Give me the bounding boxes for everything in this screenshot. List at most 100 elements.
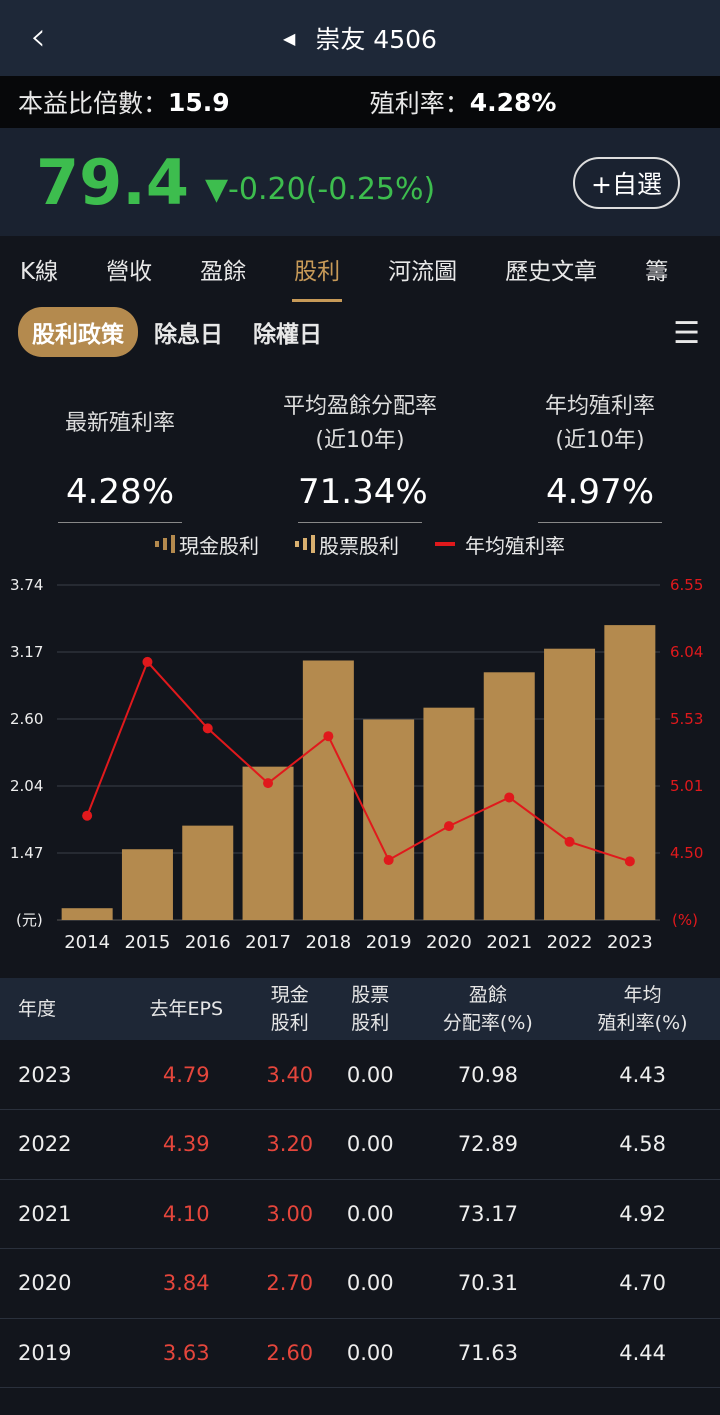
header-text: 股利 bbox=[270, 1012, 309, 1034]
bar-2023 bbox=[604, 625, 656, 920]
table-cell: 4.10 bbox=[122, 1179, 250, 1249]
chart-legend: 現金股利 股票股利 年均殖利率 bbox=[0, 524, 720, 564]
header-text: 股利 bbox=[351, 1012, 390, 1034]
table-cell: 4.70 bbox=[565, 1248, 720, 1319]
x-tick-label: 2016 bbox=[185, 932, 231, 953]
yield-point-2018 bbox=[323, 731, 334, 742]
table-row[interactable]: 2020 3.84 2.70 0.00 70.31 4.70 bbox=[0, 1248, 720, 1319]
stats-bar: 本益比倍數： 15.9 殖利率： 4.28% bbox=[0, 76, 720, 128]
legend-stock[interactable]: 股票股利 bbox=[295, 530, 399, 559]
yield-label: 殖利率： bbox=[369, 89, 470, 118]
table-cell: 71.63 bbox=[410, 1318, 566, 1388]
kpi-latest-yield: 最新殖利率 4.28% bbox=[0, 386, 240, 523]
x-tick-label: 2019 bbox=[366, 932, 412, 953]
pe-value: 15.9 bbox=[168, 87, 230, 117]
right-tick-label: 6.04 bbox=[670, 643, 703, 661]
tab-3[interactable]: 股利 bbox=[292, 252, 343, 302]
sub-tabs: 股利政策 除息日 除權日 ☰ bbox=[0, 302, 720, 362]
line-icon bbox=[435, 542, 455, 546]
table-cell: 72.89 bbox=[410, 1109, 566, 1180]
x-tick-label: 2023 bbox=[607, 932, 653, 953]
kpi-payout-ratio: 平均盈餘分配率 (近10年) 71.34% bbox=[240, 386, 480, 523]
table-cell: 3.00 bbox=[249, 1179, 331, 1249]
table-cell: 2021 bbox=[0, 1179, 123, 1249]
kpi-value: 4.28% bbox=[58, 472, 182, 523]
yield-point-2023 bbox=[624, 856, 635, 867]
kpi-label: 平均盈餘分配率 bbox=[282, 394, 437, 419]
legend-yield[interactable]: 年均殖利率 bbox=[435, 530, 565, 559]
tab-1[interactable]: 營收 bbox=[106, 259, 153, 285]
kpi-value: 71.34% bbox=[298, 472, 428, 523]
legend-label: 股票股利 bbox=[319, 533, 399, 558]
legend-label: 現金股利 bbox=[179, 533, 259, 558]
left-tick-label: 2.60 bbox=[10, 710, 43, 728]
table-cell: 0.00 bbox=[330, 1318, 411, 1388]
price-change: ▼-0.20(-0.25%) bbox=[204, 171, 436, 207]
header-text: 現金 bbox=[270, 984, 309, 1006]
tab-4[interactable]: 河流圖 bbox=[388, 259, 458, 285]
table-cell: 3.40 bbox=[249, 1040, 331, 1110]
column-header[interactable]: 現金 股利 bbox=[249, 978, 331, 1040]
stock-title: 崇友 4506 bbox=[315, 25, 437, 54]
kpi-sublabel: (近10年) bbox=[315, 428, 405, 453]
table-row[interactable]: 2019 3.63 2.60 0.00 71.63 4.44 bbox=[0, 1318, 720, 1388]
left-tick-label: 1.47 bbox=[10, 844, 43, 862]
subtab-ex-rights[interactable]: 除權日 bbox=[253, 322, 322, 348]
bar-2019 bbox=[363, 719, 415, 920]
x-tick-label: 2017 bbox=[245, 932, 291, 953]
kpi-row: 最新殖利率 4.28% 平均盈餘分配率 (近10年) 71.34% 年均殖利率 (近10… bbox=[0, 362, 720, 523]
right-unit-label: (%) bbox=[672, 911, 698, 929]
x-tick-label: 2022 bbox=[547, 932, 593, 953]
price: 79.4 bbox=[36, 145, 189, 219]
table-row[interactable]: 2023 4.79 3.40 0.00 70.98 4.43 bbox=[0, 1040, 720, 1110]
bar-2014 bbox=[61, 908, 113, 920]
yield-point-2020 bbox=[443, 821, 454, 832]
column-header[interactable]: 年度 bbox=[0, 978, 123, 1040]
table-cell: 0.00 bbox=[330, 1179, 411, 1249]
kpi-avg-yield: 年均殖利率 (近10年) 4.97% bbox=[480, 386, 720, 523]
column-header[interactable]: 盈餘 分配率(%) bbox=[410, 978, 566, 1040]
tab-2[interactable]: 盈餘 bbox=[200, 259, 247, 285]
column-header[interactable]: 股票 股利 bbox=[330, 978, 411, 1040]
header-text: 年均 bbox=[623, 984, 662, 1006]
bar-2015 bbox=[121, 849, 173, 920]
pe-label: 本益比倍數： bbox=[18, 89, 169, 118]
table-row[interactable]: 2021 4.10 3.00 0.00 73.17 4.92 bbox=[0, 1179, 720, 1249]
list-menu-icon[interactable]: ☰ bbox=[673, 316, 700, 351]
left-tick-label: 3.17 bbox=[10, 643, 43, 661]
table-cell: 2020 bbox=[0, 1248, 123, 1319]
table-cell: 4.79 bbox=[122, 1040, 250, 1110]
column-header[interactable]: 去年EPS bbox=[122, 978, 250, 1040]
main-tabs: K線 營收 盈餘 股利 河流圖 歷史文章 籌 bbox=[0, 236, 720, 302]
table-cell: 4.44 bbox=[565, 1318, 720, 1388]
quote-panel: 79.4 ▼-0.20(-0.25%) +自選 bbox=[0, 128, 720, 236]
table-cell: 4.39 bbox=[122, 1109, 250, 1180]
left-tick-label: 3.74 bbox=[10, 576, 43, 594]
table-cell: 73.17 bbox=[410, 1179, 566, 1249]
kpi-value: 4.97% bbox=[538, 472, 662, 523]
dividend-chart: 3.74 6.55 3.17 6.04 2.60 5.53 2.04 5.01 1.47 4.50… bbox=[10, 576, 703, 953]
header-text: 股票 bbox=[351, 984, 390, 1006]
right-tick-label: 5.01 bbox=[670, 777, 703, 795]
yield-line bbox=[86, 660, 631, 863]
right-tick-label: 4.50 bbox=[670, 844, 703, 862]
table-row[interactable]: 2022 4.39 3.20 0.00 72.89 4.58 bbox=[0, 1109, 720, 1180]
prev-stock-icon[interactable]: ◀ bbox=[283, 28, 296, 48]
column-header[interactable]: 年均 殖利率(%) bbox=[565, 978, 720, 1040]
subtab-dividend-policy[interactable]: 股利政策 bbox=[18, 307, 138, 357]
tab-5[interactable]: 歷史文章 bbox=[505, 259, 598, 285]
yield-point-2014 bbox=[82, 810, 93, 821]
add-watchlist-button[interactable]: +自選 bbox=[573, 157, 680, 209]
yield-point-2017 bbox=[263, 778, 274, 789]
tab-6[interactable]: 籌 bbox=[645, 259, 669, 285]
x-tick-label: 2021 bbox=[486, 932, 532, 953]
yield-value: 4.28% bbox=[469, 87, 557, 117]
header-text: 去年EPS bbox=[149, 998, 224, 1020]
legend-cash[interactable]: 現金股利 bbox=[155, 530, 259, 559]
nav-bar: ‹ ◀ 崇友 4506 bbox=[0, 0, 720, 76]
subtab-ex-dividend[interactable]: 除息日 bbox=[154, 322, 223, 348]
tab-0[interactable]: K線 bbox=[20, 259, 59, 285]
kpi-label: 最新殖利率 bbox=[64, 411, 175, 436]
yield-point-2016 bbox=[202, 723, 213, 734]
back-icon[interactable]: ‹ bbox=[30, 14, 46, 60]
